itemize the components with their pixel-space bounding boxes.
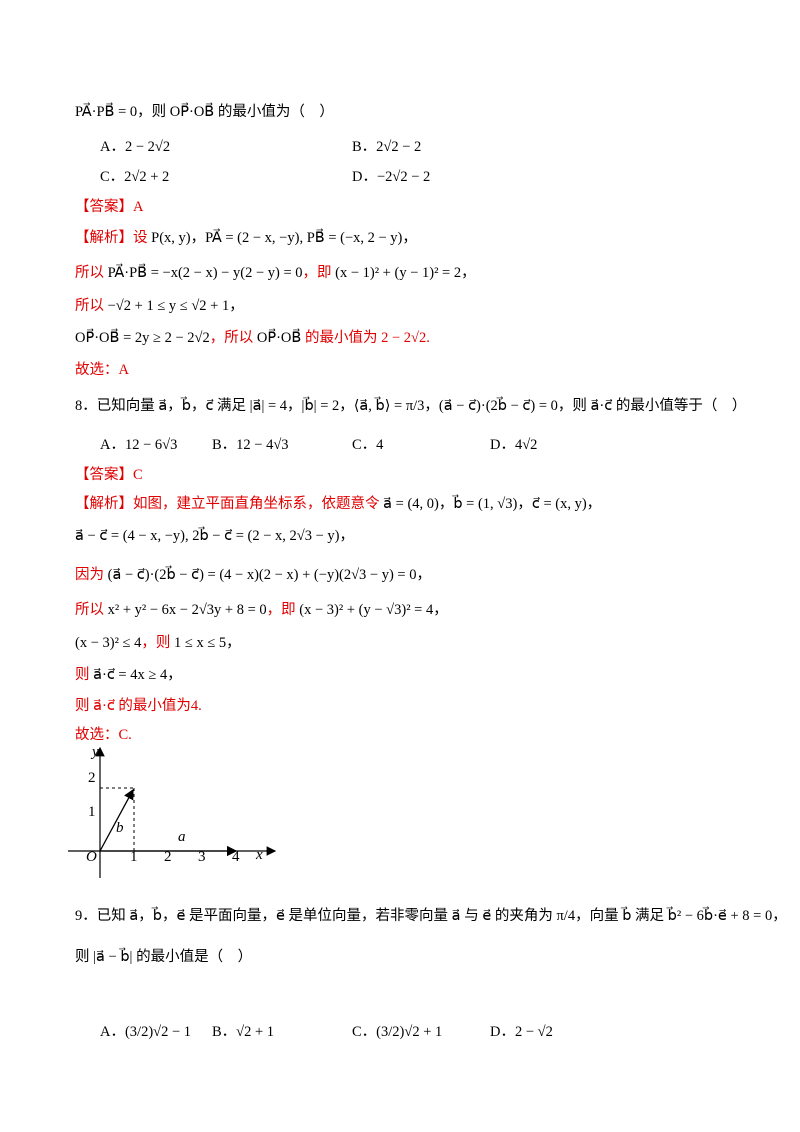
text-run: 【解析】设 [75, 230, 152, 246]
text-line: 9．已知 a⃗，b⃗，e⃗ 是平面向量，e⃗ 是单位向量，若非零向量 a⃗ 与 … [75, 904, 787, 925]
text-run: (a⃗ − c⃗)·(2b⃗ − c⃗) = (4 − x)(2 − x) + … [107, 567, 431, 583]
text-run: 【答案】C [75, 467, 143, 483]
text-line: 【解析】如图，建立平面直角坐标系，依题意令 a⃗ = (4, 0)，b⃗ = (… [75, 492, 601, 513]
text-run: 9．已知 a⃗，b⃗，e⃗ 是平面向量，e⃗ 是单位向量，若非零向量 a⃗ 与 … [75, 908, 787, 924]
text-line: PA⃗·PB⃗ = 0，则 OP⃗·OB⃗ 的最小值为（ ） [75, 100, 334, 121]
text-line: 则 a⃗·c⃗ = 4x ≥ 4， [75, 663, 182, 684]
option: D．−2√2 − 2 [352, 169, 431, 185]
option: B．√2 + 1 [212, 1024, 275, 1040]
text-line: 因为 (a⃗ − c⃗)·(2b⃗ − c⃗) = (4 − x)(2 − x)… [75, 563, 431, 584]
text-run: 故选：A [75, 362, 129, 378]
option: D．2 − √2 [490, 1024, 553, 1040]
text-run: x² + y² − 6x − 2√3y + 8 = 0 [107, 602, 267, 618]
text-line: 8．已知向量 a⃗，b⃗，c⃗ 满足 |a⃗| = 4，|b⃗| = 2，⟨a⃗… [75, 394, 746, 415]
text-line: a⃗ − c⃗ = (4 − x, −y), 2b⃗ − c⃗ = (2 − x… [75, 524, 354, 545]
vector-label: b⃗ [116, 820, 135, 836]
text-run: 1 ≤ x ≤ 5， [174, 635, 241, 651]
text-run: ，即 [302, 265, 336, 281]
text-run: 【答案】A [75, 199, 144, 215]
text-run: 则 [75, 667, 94, 683]
tick-label: 1 [130, 849, 138, 865]
tick-label: 4 [232, 849, 240, 865]
vector-label: a⃗ [178, 829, 197, 845]
text-line: (x − 3)² ≤ 4，则 1 ≤ x ≤ 5， [75, 631, 241, 652]
text-run: ，所以 [209, 330, 257, 346]
text-run: ，则 [141, 635, 175, 651]
text-run: ，即 [266, 602, 300, 618]
text-run: P(x, y)，PA⃗ = (2 − x, −y), PB⃗ = (−x, 2 … [151, 230, 417, 246]
text-run: 故选：C. [75, 727, 132, 743]
text-run: 所以 [75, 602, 108, 618]
text-line: 【答案】C [75, 463, 143, 484]
text-run: 则 |a⃗ − b⃗| 的最小值是（ ） [75, 949, 253, 965]
text-run: 【解析】如图，建立平面直角坐标系，依题意令 [75, 496, 384, 512]
text-run: (x − 3)² + (y − √3)² = 4， [299, 602, 448, 618]
text-line: 则 a⃗·c⃗ 的最小值为4. [75, 694, 202, 715]
text-run: 所以 [75, 298, 108, 314]
option: D．4√2 [490, 437, 538, 453]
text-run: 所以 [75, 265, 108, 281]
text-run: OP⃗·OB⃗ [256, 330, 302, 346]
text-run: 的最小值为 2 − 2√2. [301, 330, 430, 346]
text-run: −√2 + 1 ≤ y ≤ √2 + 1， [107, 298, 244, 314]
option: C．4 [352, 437, 384, 453]
text-line: 所以 x² + y² − 6x − 2√3y + 8 = 0，即 (x − 3)… [75, 598, 448, 619]
text-line: 则 |a⃗ − b⃗| 的最小值是（ ） [75, 945, 252, 966]
axis-label: x [255, 847, 263, 863]
text-run: a⃗ − c⃗ = (4 − x, −y), 2b⃗ − c⃗ = (2 − x… [75, 528, 354, 544]
coordinate-figure: y 2 1 O 1 2 3 4 x b⃗ a⃗ [68, 744, 277, 878]
text-run: 8．已知向量 a⃗，b⃗，c⃗ 满足 |a⃗| = 4，|b⃗| = 2，⟨a⃗… [75, 398, 747, 414]
text-line: 故选：A [75, 358, 129, 379]
tick-label: 2 [88, 770, 96, 786]
tick-label: 1 [88, 804, 96, 820]
tick-label: 3 [198, 849, 206, 865]
text-line: 故选：C. [75, 723, 132, 744]
text-run: a⃗ = (4, 0)，b⃗ = (1, √3)，c⃗ = (x, y)， [383, 496, 602, 512]
text-line: 【解析】设 P(x, y)，PA⃗ = (2 − x, −y), PB⃗ = (… [75, 226, 417, 247]
text-line: 所以 −√2 + 1 ≤ y ≤ √2 + 1， [75, 294, 244, 315]
option: B．12 − 4√3 [212, 437, 289, 453]
option: C．2√2 + 2 [100, 169, 170, 185]
text-run: (x − 3)² ≤ 4 [75, 635, 142, 651]
tick-label: 2 [164, 849, 172, 865]
option: A．2 − 2√2 [100, 139, 171, 155]
axis-label: y [90, 744, 99, 760]
text-run: 因为 [75, 567, 108, 583]
text-run: a⃗·c⃗ = 4x ≥ 4， [93, 667, 182, 683]
text-line: 【答案】A [75, 195, 143, 216]
option: A．12 − 6√3 [100, 437, 178, 453]
option: C．(3/2)√2 + 1 [352, 1024, 443, 1040]
vector-b [99, 788, 134, 852]
text-run: PA⃗·PB⃗ = −x(2 − x) − y(2 − y) = 0 [107, 265, 303, 281]
text-run: PA⃗·PB⃗ = 0，则 OP⃗·OB⃗ 的最小值为（ ） [75, 104, 334, 120]
text-line: OP⃗·OB⃗ = 2y ≥ 2 − 2√2，所以 OP⃗·OB⃗ 的最小值为 … [75, 326, 430, 347]
option: B．2√2 − 2 [352, 139, 422, 155]
text-run: (x − 1)² + (y − 1)² = 2， [335, 265, 476, 281]
option: A．(3/2)√2 − 1 [100, 1024, 192, 1040]
origin-label: O [86, 849, 97, 865]
text-line: 所以 PA⃗·PB⃗ = −x(2 − x) − y(2 − y) = 0，即 … [75, 261, 476, 282]
text-run: 则 a⃗·c⃗ 的最小值为4. [75, 698, 202, 714]
text-run: OP⃗·OB⃗ = 2y ≥ 2 − 2√2 [75, 330, 210, 346]
